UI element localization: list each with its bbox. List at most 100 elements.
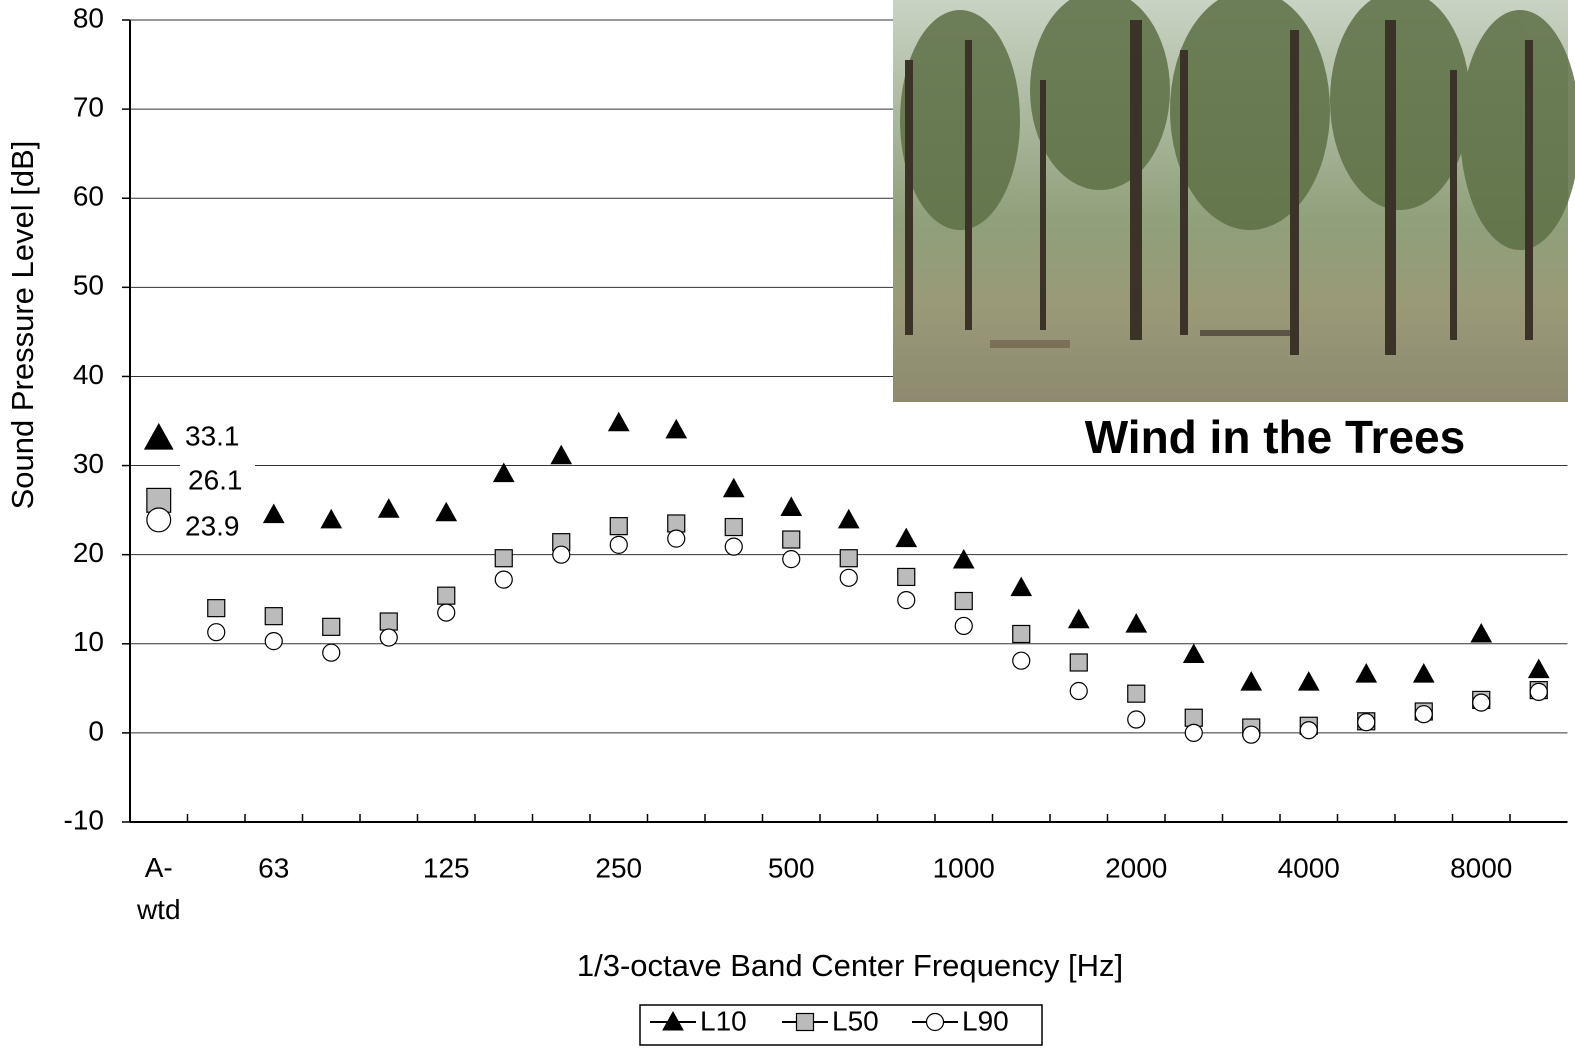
marker (146, 507, 172, 533)
marker (207, 623, 226, 642)
marker (143, 422, 174, 450)
x-tick-label: 4000 (1278, 852, 1340, 883)
marker (1127, 684, 1146, 703)
y-tick-label: 0 (88, 715, 104, 746)
marker (667, 514, 686, 533)
legend-marker (662, 1010, 684, 1031)
marker (262, 503, 285, 524)
marker (264, 632, 283, 651)
x-tick-label: 1000 (933, 852, 995, 883)
x-tick-label: 500 (768, 852, 815, 883)
marker (782, 550, 801, 569)
marker (320, 508, 343, 529)
marker (722, 477, 745, 498)
marker (435, 501, 458, 522)
value-label: 33.1 (185, 420, 240, 451)
marker (665, 418, 688, 439)
marker (609, 517, 628, 536)
marker (1412, 663, 1435, 683)
legend-box (639, 1004, 1043, 1046)
marker (1069, 681, 1088, 701)
marker (954, 591, 973, 611)
x-tick-label: 250 (595, 852, 642, 883)
marker (437, 603, 456, 622)
marker (1127, 710, 1146, 729)
annotation: Wind in the Trees (1085, 411, 1465, 463)
x-tick-label: 125 (423, 852, 470, 883)
marker (1125, 613, 1148, 633)
marker (780, 496, 803, 516)
marker (667, 529, 686, 548)
marker (494, 570, 513, 589)
marker (1184, 708, 1203, 727)
y-tick-label: 40 (73, 359, 104, 390)
y-tick-label: 70 (73, 92, 104, 123)
legend-marker (925, 1012, 945, 1032)
marker (1527, 658, 1550, 679)
y-tick-label: -10 (64, 804, 104, 835)
marker (1299, 721, 1318, 740)
x-tick-label: A-wtd (136, 852, 181, 925)
label-backdrop (180, 400, 255, 552)
marker (724, 537, 743, 556)
marker (1012, 651, 1031, 670)
x-axis-title: 1/3-octave Band Center Frequency [Hz] (577, 948, 1123, 983)
x-tick-label: 63 (258, 852, 289, 883)
marker (724, 517, 743, 537)
y-tick-label: 50 (73, 270, 104, 301)
y-tick-label: 80 (73, 2, 104, 33)
value-label: 26.1 (188, 465, 243, 496)
marker (897, 567, 916, 587)
marker (550, 444, 573, 465)
marker (492, 462, 515, 483)
marker (264, 607, 283, 626)
y-tick-label: 30 (73, 448, 104, 479)
marker (1012, 624, 1031, 644)
legend-label: L50 (832, 1005, 879, 1036)
marker (1355, 663, 1378, 683)
marker (839, 549, 858, 568)
marker (207, 599, 226, 618)
photo (893, 0, 1575, 402)
marker (1472, 693, 1491, 712)
marker (1529, 682, 1548, 701)
marker (322, 643, 341, 662)
legend-label: L10 (700, 1005, 747, 1036)
marker (839, 568, 858, 587)
marker (837, 508, 860, 529)
marker (437, 586, 456, 605)
marker (377, 498, 400, 518)
y-axis-title: Sound Pressure Level [dB] (5, 141, 40, 510)
legend-label: L90 (962, 1005, 1009, 1036)
marker (1297, 671, 1320, 691)
marker (1240, 671, 1263, 691)
y-tick-label: 60 (73, 181, 104, 212)
marker (895, 527, 918, 548)
value-label: 23.9 (185, 510, 240, 541)
y-tick-label: 10 (73, 626, 104, 657)
marker (1182, 643, 1205, 663)
marker (1069, 653, 1088, 672)
y-tick-label: 20 (73, 537, 104, 568)
marker (609, 535, 628, 554)
marker (494, 549, 513, 568)
legend-marker (795, 1012, 815, 1032)
marker (1414, 705, 1433, 724)
marker (954, 616, 973, 636)
marker (1357, 713, 1376, 732)
x-tick-label: 8000 (1450, 852, 1512, 883)
x-tick-label: 2000 (1105, 852, 1167, 883)
marker (1067, 608, 1090, 629)
marker (322, 617, 341, 636)
marker (782, 530, 801, 549)
marker (607, 411, 630, 432)
marker (379, 612, 398, 631)
marker (1184, 723, 1203, 742)
marker (897, 591, 916, 610)
marker (952, 548, 975, 569)
marker (552, 545, 571, 564)
marker (379, 628, 398, 647)
marker (1010, 576, 1033, 597)
marker (1470, 622, 1493, 643)
